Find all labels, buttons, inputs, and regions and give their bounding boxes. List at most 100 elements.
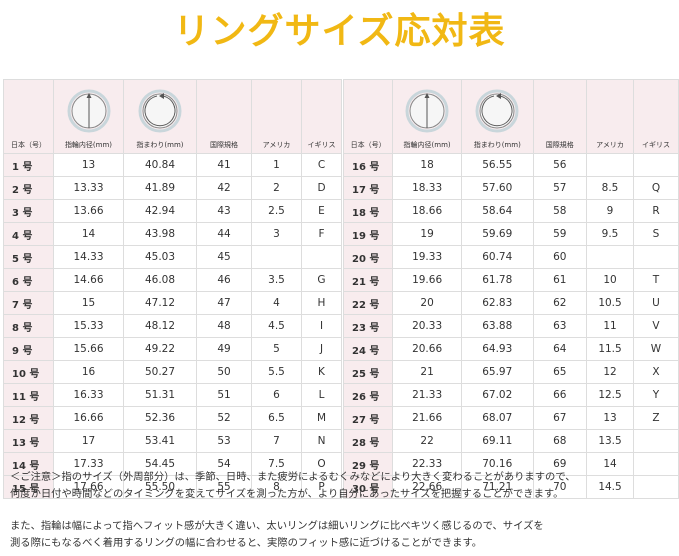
cell-inner: 13 xyxy=(53,153,124,177)
table-row: 7 号 15 47.12 47 4 H xyxy=(3,291,342,315)
header-intl: 国際規格 xyxy=(196,79,252,154)
header-us: アメリカ xyxy=(251,79,302,154)
cell-us: 10 xyxy=(586,268,634,292)
cell-jp: 13 号 xyxy=(3,429,54,453)
cell-inner: 15.33 xyxy=(53,314,124,338)
cell-intl: 56 xyxy=(532,153,588,177)
table-row: 3 号 13.66 42.94 43 2.5 E xyxy=(3,199,342,223)
cell-uk: G xyxy=(301,268,342,292)
ring-diameter-icon xyxy=(67,89,110,133)
width-note: また、指輪は幅によって指へフィット感が大きく違い、太いリングは細いリングに比べキ… xyxy=(10,518,678,552)
cell-inner: 13.33 xyxy=(53,176,124,200)
ring-circumference-icon xyxy=(138,89,182,133)
cell-uk: N xyxy=(301,429,342,453)
cell-jp: 11 号 xyxy=(3,383,54,407)
table-row: 12 号 16.66 52.36 52 6.5 M xyxy=(3,406,342,430)
cell-circ: 41.89 xyxy=(123,176,197,200)
cell-jp: 5 号 xyxy=(3,245,54,269)
cell-jp: 8 号 xyxy=(3,314,54,338)
cell-circ: 65.97 xyxy=(460,360,534,384)
header-inner: 指輪内径(mm) xyxy=(53,79,124,154)
cell-inner: 16.33 xyxy=(53,383,124,407)
cell-jp: 20 号 xyxy=(342,245,394,269)
cell-us: 3 xyxy=(251,222,302,246)
cell-uk: K xyxy=(301,360,342,384)
cell-circ: 48.12 xyxy=(123,314,197,338)
cell-us: 8.5 xyxy=(586,176,634,200)
header-jp: 日本（号） xyxy=(342,79,394,154)
cell-us: 9.5 xyxy=(586,222,634,246)
cell-inner: 22.33 xyxy=(392,452,462,476)
cell-jp: 24 号 xyxy=(342,337,394,361)
cell-circ: 55.50 xyxy=(123,475,197,499)
cell-us xyxy=(586,245,634,269)
cell-jp: 4 号 xyxy=(3,222,54,246)
cell-us: 9 xyxy=(586,199,634,223)
cell-intl: 59 xyxy=(532,222,588,246)
table-row: 23 号 20.33 63.88 63 11 V xyxy=(342,314,679,338)
cell-intl: 57 xyxy=(532,176,588,200)
cell-intl: 47 xyxy=(196,291,252,315)
table-row: 17 号 18.33 57.60 57 8.5 Q xyxy=(342,176,679,200)
cell-circ: 59.69 xyxy=(460,222,534,246)
cell-intl: 64 xyxy=(532,337,588,361)
cell-circ: 45.03 xyxy=(123,245,197,269)
cell-inner: 17 xyxy=(53,429,124,453)
header-uk: イギリス xyxy=(301,79,342,154)
table-row: 11 号 16.33 51.31 51 6 L xyxy=(3,383,342,407)
cell-us: 5.5 xyxy=(251,360,302,384)
table-row: 13 号 17 53.41 53 7 N xyxy=(3,429,342,453)
cell-uk: Z xyxy=(632,406,679,430)
table-row: 4 号 14 43.98 44 3 F xyxy=(3,222,342,246)
cell-inner: 22.66 xyxy=(392,475,462,499)
cell-us: 12.5 xyxy=(586,383,634,407)
cell-circ: 56.55 xyxy=(460,153,534,177)
cell-inner: 19 xyxy=(392,222,462,246)
cell-jp: 12 号 xyxy=(3,406,54,430)
cell-us: 6.5 xyxy=(251,406,302,430)
cell-intl: 69 xyxy=(532,452,588,476)
table-row: 2 号 13.33 41.89 42 2 D xyxy=(3,176,342,200)
cell-uk: M xyxy=(301,406,342,430)
cell-inner: 16.66 xyxy=(53,406,124,430)
cell-inner: 18 xyxy=(392,153,462,177)
cell-us: 6 xyxy=(251,383,302,407)
cell-intl: 67 xyxy=(532,406,588,430)
ring-diameter-icon xyxy=(405,89,449,133)
cell-intl: 46 xyxy=(196,268,252,292)
cell-inner: 17.33 xyxy=(53,452,124,476)
header-intl: 国際規格 xyxy=(532,79,588,154)
cell-uk: T xyxy=(632,268,679,292)
table-row: 15 号 17.66 55.50 55 8 P xyxy=(3,475,342,499)
cell-inner: 19.66 xyxy=(392,268,462,292)
cell-uk: L xyxy=(301,383,342,407)
cell-intl: 58 xyxy=(532,199,588,223)
cell-us: 11.5 xyxy=(586,337,634,361)
cell-intl: 54 xyxy=(196,452,252,476)
table-row: 16 号 18 56.55 56 xyxy=(342,153,679,177)
cell-circ: 43.98 xyxy=(123,222,197,246)
cell-circ: 69.11 xyxy=(460,429,534,453)
cell-jp: 27 号 xyxy=(342,406,394,430)
cell-uk xyxy=(632,429,679,453)
cell-inner: 15.66 xyxy=(53,337,124,361)
table-row: 26 号 21.33 67.02 66 12.5 Y xyxy=(342,383,679,407)
cell-intl: 52 xyxy=(196,406,252,430)
table-row: 1 号 13 40.84 41 1 C xyxy=(3,153,342,177)
cell-inner: 15 xyxy=(53,291,124,315)
table-row: 6 号 14.66 46.08 46 3.5 G xyxy=(3,268,342,292)
cell-jp: 2 号 xyxy=(3,176,54,200)
cell-us: 4 xyxy=(251,291,302,315)
cell-inner: 18.66 xyxy=(392,199,462,223)
cell-jp: 28 号 xyxy=(342,429,394,453)
cell-intl: 44 xyxy=(196,222,252,246)
cell-circ: 42.94 xyxy=(123,199,197,223)
cell-inner: 21.66 xyxy=(392,406,462,430)
cell-jp: 18 号 xyxy=(342,199,394,223)
cell-intl: 65 xyxy=(532,360,588,384)
cell-uk: D xyxy=(301,176,342,200)
cell-intl: 42 xyxy=(196,176,252,200)
cell-us: 8 xyxy=(251,475,302,499)
cell-inner: 20 xyxy=(392,291,462,315)
cell-intl: 43 xyxy=(196,199,252,223)
